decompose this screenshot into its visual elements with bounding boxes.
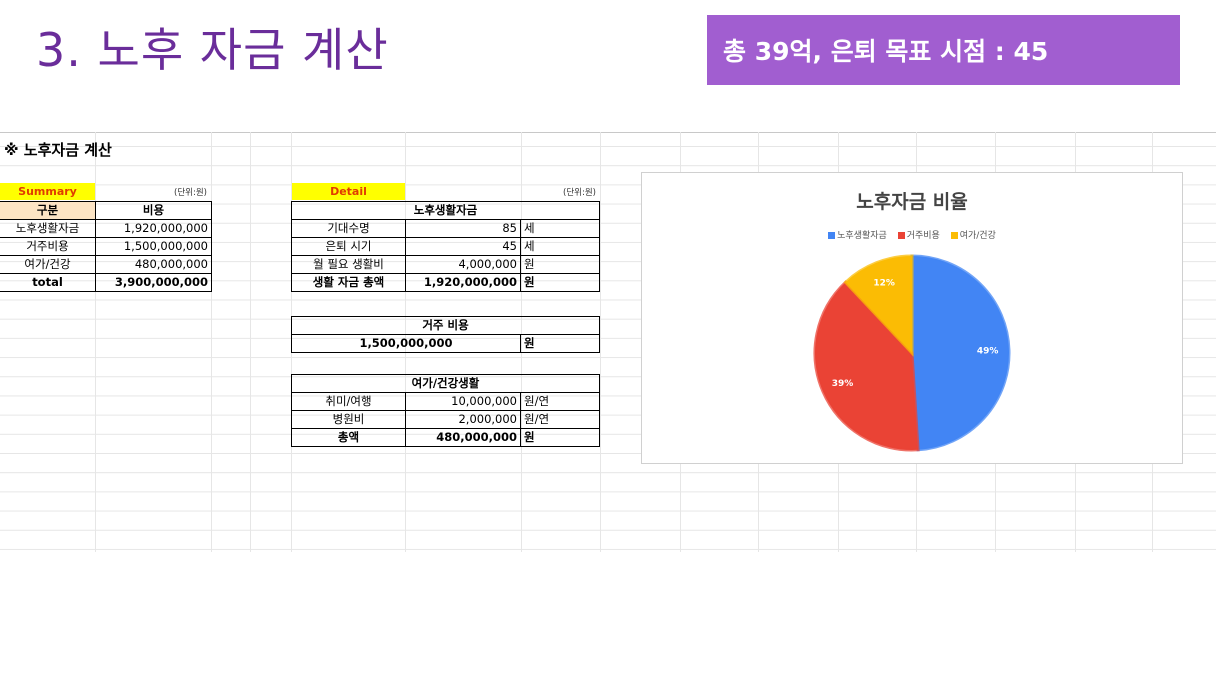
leisure-table: 여가/건강생활 취미/여행 10,000,000 원/연 병원비 2,000,0… [291, 374, 600, 447]
table-row: 기대수명 85 세 [291, 219, 600, 238]
summary-banner: 총 39억, 은퇴 목표 시점 : 45 [707, 15, 1180, 85]
chart-legend: 노후생활자금 거주비용 여가/건강 [642, 228, 1182, 241]
leisure-header[interactable]: 여가/건강생활 [291, 374, 600, 393]
summary-cell[interactable]: 여가/건강 [0, 255, 96, 274]
leisure-cell[interactable]: 원/연 [520, 392, 600, 411]
summary-table: 구분 비용 노후생활자금 1,920,000,000 거주비용 1,500,00… [0, 201, 212, 292]
legend-item: 거주비용 [897, 231, 940, 241]
pie-svg: 49% 39% 12% [813, 254, 1011, 452]
pie-data-label: 49% [977, 347, 999, 357]
living-cell[interactable]: 원 [520, 273, 600, 292]
grid-col-line [95, 132, 96, 552]
grid-col-line [250, 132, 251, 552]
living-cell[interactable]: 월 필요 생활비 [291, 255, 406, 274]
table-row: 여가/건강 480,000,000 [0, 255, 212, 274]
table-row: 취미/여행 10,000,000 원/연 [291, 392, 600, 411]
living-cell[interactable]: 45 [405, 237, 521, 256]
living-cell[interactable]: 은퇴 시기 [291, 237, 406, 256]
legend-item: 여가/건강 [950, 231, 996, 241]
grid-col-line [600, 132, 601, 552]
summary-col-header[interactable]: 구분 [0, 201, 96, 220]
legend-item: 노후생활자금 [828, 231, 887, 241]
summary-tag: Summary [0, 183, 95, 200]
housing-header[interactable]: 거주 비용 [291, 316, 600, 335]
table-row: 총액 480,000,000 원 [291, 428, 600, 447]
living-cell[interactable]: 1,920,000,000 [405, 273, 521, 292]
slide-title: 3. 노후 자금 계산 [36, 23, 389, 77]
legend-swatch [950, 232, 958, 239]
detail-tag: Detail [292, 183, 405, 200]
housing-value[interactable]: 1,500,000,000 [291, 334, 521, 353]
leisure-cell[interactable]: 원/연 [520, 410, 600, 429]
leisure-cell[interactable]: 10,000,000 [405, 392, 521, 411]
living-cell[interactable]: 기대수명 [291, 219, 406, 238]
leisure-cell[interactable]: 2,000,000 [405, 410, 521, 429]
leisure-cell[interactable]: 원 [520, 428, 600, 447]
legend-label: 노후생활자금 [837, 231, 887, 241]
pie-chart[interactable]: 노후자금 비율 노후생활자금 거주비용 여가/건강 49% 39% 12% [641, 172, 1183, 464]
living-cell[interactable]: 85 [405, 219, 521, 238]
pie-data-label: 12% [873, 279, 895, 289]
leisure-cell[interactable]: 취미/여행 [291, 392, 406, 411]
summary-cell[interactable]: 480,000,000 [95, 255, 212, 274]
pie-slice-노후생활자금[interactable] [910, 254, 1011, 452]
living-cell[interactable]: 원 [520, 255, 600, 274]
legend-label: 여가/건강 [959, 231, 996, 241]
grid-col-line [211, 132, 212, 552]
living-header[interactable]: 노후생활자금 [291, 201, 600, 220]
table-row: total 3,900,000,000 [0, 273, 212, 292]
living-cell[interactable]: 세 [520, 219, 600, 238]
summary-cell[interactable]: 3,900,000,000 [95, 273, 212, 292]
summary-unit: (단위:원) [174, 188, 207, 198]
living-table: 노후생활자금 기대수명 85 세 은퇴 시기 45 세 월 필요 생활비 4,0… [291, 201, 600, 292]
table-row: 노후생활자금 1,920,000,000 [0, 219, 212, 238]
housing-unit[interactable]: 원 [520, 334, 600, 353]
summary-col-header[interactable]: 비용 [95, 201, 212, 220]
table-row: 거주비용 1,500,000,000 [0, 237, 212, 256]
summary-cell[interactable]: 1,500,000,000 [95, 237, 212, 256]
table-row: 1,500,000,000 원 [291, 334, 600, 353]
summary-cell[interactable]: 노후생활자금 [0, 219, 96, 238]
living-cell[interactable]: 생활 자금 총액 [291, 273, 406, 292]
legend-label: 거주비용 [906, 231, 940, 241]
living-cell[interactable]: 4,000,000 [405, 255, 521, 274]
legend-swatch [897, 232, 905, 239]
table-row: 은퇴 시기 45 세 [291, 237, 600, 256]
legend-swatch [828, 232, 836, 239]
leisure-cell[interactable]: 480,000,000 [405, 428, 521, 447]
leisure-cell[interactable]: 총액 [291, 428, 406, 447]
pie-slice-여가/건강[interactable] [843, 254, 914, 357]
detail-unit: (단위:원) [563, 188, 596, 198]
table-row: 병원비 2,000,000 원/연 [291, 410, 600, 429]
summary-cell[interactable]: 거주비용 [0, 237, 96, 256]
pie-data-label: 39% [832, 379, 854, 389]
chart-title: 노후자금 비율 [856, 191, 968, 213]
housing-table: 거주 비용 1,500,000,000 원 [291, 316, 600, 353]
sheet-heading: ※ 노후자금 계산 [4, 141, 112, 159]
pie-slice-거주비용[interactable] [813, 280, 920, 452]
summary-cell[interactable]: 1,920,000,000 [95, 219, 212, 238]
table-row: 생활 자금 총액 1,920,000,000 원 [291, 273, 600, 292]
leisure-cell[interactable]: 병원비 [291, 410, 406, 429]
summary-cell[interactable]: total [0, 273, 96, 292]
table-row: 월 필요 생활비 4,000,000 원 [291, 255, 600, 274]
living-cell[interactable]: 세 [520, 237, 600, 256]
